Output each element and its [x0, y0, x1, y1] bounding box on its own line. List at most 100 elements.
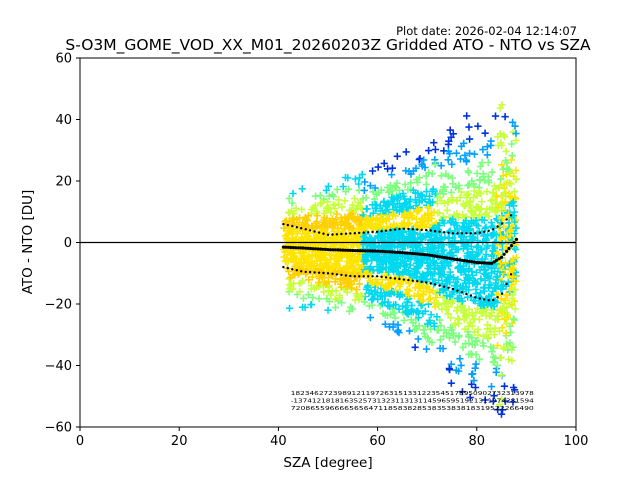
scatter-point-1093 — [485, 212, 493, 220]
scatter-point-210 — [385, 188, 393, 196]
plus-std-line-point-37 — [447, 231, 450, 234]
minus-std-line-point-11 — [331, 272, 334, 275]
mean-line-point-25 — [343, 248, 347, 252]
scatter-point-2103 — [501, 259, 510, 267]
minus-std-line-point-6 — [308, 270, 312, 274]
scatter-point-974 — [505, 192, 513, 200]
scatter-point-229 — [436, 336, 444, 344]
scatter-point-1971 — [424, 240, 432, 248]
scatter-point-493 — [427, 311, 435, 319]
scatter-point-464 — [465, 180, 473, 189]
scatter-point-1822 — [471, 277, 479, 285]
scatter-point-140 — [428, 338, 436, 347]
plus-std-line-point-0 — [282, 222, 285, 226]
scatter-point-321 — [403, 307, 411, 315]
scatter-point-204 — [419, 326, 428, 334]
scatter-point-1765 — [454, 275, 462, 283]
scatter-point-830 — [460, 202, 468, 210]
scatter-point-99 — [470, 377, 478, 385]
mean-line-point-33 — [363, 249, 367, 253]
scatter-point-1523 — [510, 208, 519, 216]
mean-line-point-24 — [341, 248, 345, 252]
scatter-point-157 — [501, 133, 509, 141]
mean-line-point-94 — [514, 237, 519, 241]
scatter-point-1517 — [331, 259, 339, 268]
scatter-point-174 — [456, 155, 465, 163]
scatter-point-212 — [341, 197, 349, 205]
scatter-point-843 — [340, 273, 348, 281]
mean-line-point-74 — [465, 259, 469, 263]
scatter-point-395 — [471, 341, 479, 349]
scatter-point-173 — [296, 288, 304, 296]
scatter-point-38 — [474, 122, 482, 130]
scatter-point-256 — [504, 346, 512, 354]
scatter-point-475 — [451, 183, 460, 191]
scatter-point-473 — [473, 337, 481, 345]
mean-line-point-19 — [328, 248, 333, 252]
x-axis-label: SZA [degree] — [283, 455, 372, 471]
scatter-points-layer — [280, 101, 521, 418]
scatter-point-127 — [347, 303, 355, 311]
scatter-point-248 — [355, 296, 363, 304]
scatter-point-893 — [408, 213, 416, 221]
plus-std-line-point-27 — [402, 227, 406, 230]
plus-std-line-point-12 — [335, 233, 339, 236]
scatter-point-985 — [465, 305, 473, 313]
scatter-point-1 — [402, 148, 410, 156]
mean-line-point-20 — [331, 248, 335, 252]
mean-line-point-23 — [338, 248, 342, 252]
minus-std-line-point-13 — [340, 273, 343, 277]
scatter-point-433 — [449, 329, 457, 337]
plus-std-line-point-43 — [474, 232, 477, 235]
scatter-point-355 — [392, 301, 400, 309]
minus-std-line-point-16 — [353, 275, 356, 278]
scatter-point-380 — [488, 348, 496, 356]
scatter-point-6 — [463, 112, 471, 120]
scatter-point-146 — [424, 334, 432, 342]
scatter-point-519 — [305, 276, 313, 284]
plus-std-line-point-46 — [487, 229, 490, 232]
scatter-point-1969 — [462, 271, 470, 279]
scatter-point-1107 — [429, 287, 437, 295]
mean-line-point-12 — [311, 247, 315, 251]
minus-std-line-point-5 — [304, 270, 307, 274]
bottom-annotation-row1: 1823462723989121197263151331223545178950… — [291, 391, 534, 397]
scatter-point-27 — [496, 104, 504, 112]
scatter-point-773 — [487, 197, 495, 205]
scatter-point-262 — [422, 180, 430, 188]
scatter-point-1767 — [487, 281, 495, 289]
scatter-point-236 — [512, 136, 520, 144]
scatter-point-35 — [495, 401, 504, 409]
scatter-point-70 — [366, 314, 374, 322]
scatter-point-108 — [487, 383, 496, 391]
scatter-point-1216 — [502, 291, 510, 299]
scatter-point-215 — [472, 360, 480, 368]
scatter-point-1280 — [497, 295, 505, 303]
scatter-point-824 — [352, 218, 360, 226]
plus-std-line-point-18 — [362, 231, 365, 234]
scatter-point-786 — [382, 282, 390, 290]
scatter-point-78 — [331, 303, 339, 311]
mean-line-point-39 — [378, 249, 382, 253]
minus-std-line-point-4 — [300, 270, 303, 273]
plus-std-line-point-6 — [308, 229, 312, 232]
mean-line-point-79 — [477, 261, 481, 265]
mean-line-point-3 — [289, 245, 293, 250]
minus-std-line-point-19 — [367, 275, 370, 278]
mean-line-point-58 — [425, 253, 429, 257]
scatter-point-167 — [437, 162, 445, 170]
scatter-point-76 — [468, 380, 476, 388]
mean-line-point-36 — [371, 249, 375, 253]
scatter-point-584 — [490, 331, 498, 339]
scatter-point-398 — [507, 156, 516, 164]
scatter-point-1054 — [309, 225, 317, 233]
bottom-annotation-row3: 7208655966665656471185838285383538381831… — [291, 406, 534, 412]
scatter-point-97 — [457, 142, 465, 150]
mean-line-point-81 — [482, 261, 486, 265]
scatter-point-1639 — [504, 272, 512, 280]
minus-std-line-point-29 — [411, 279, 414, 282]
scatter-point-209 — [462, 158, 471, 166]
mean-line-point-86 — [495, 258, 499, 262]
plus-std-line-point-35 — [438, 230, 441, 233]
scatter-point-85 — [366, 182, 374, 190]
